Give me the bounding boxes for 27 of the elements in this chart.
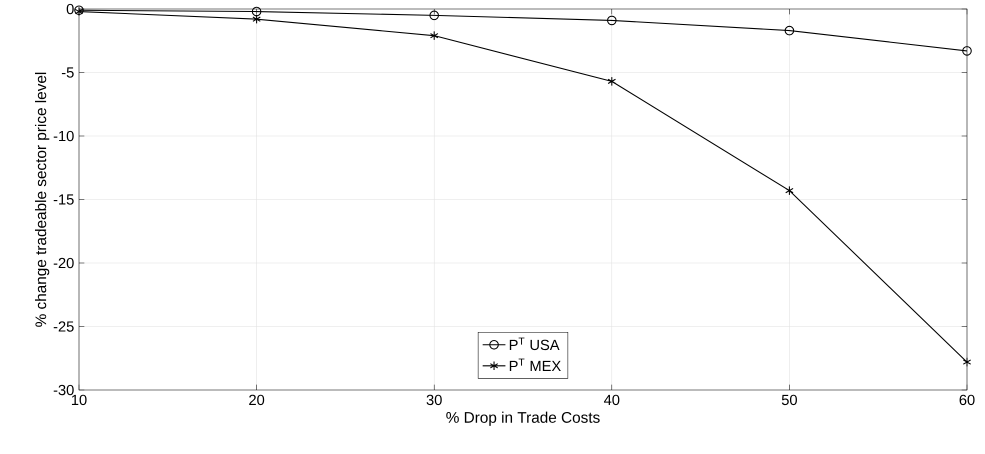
point [608,76,616,86]
x-tick-label: 20 [249,394,264,406]
y-tick-label: -30 [54,384,74,396]
y-tick-label: -25 [54,321,74,332]
x-axis-title: % Drop in Trade Costs [446,412,600,426]
point [607,16,617,26]
y-tick-label: -5 [62,67,74,78]
x-tick-label: 60 [960,394,975,406]
point [252,14,261,24]
point [962,46,972,56]
legend-label: P$^{T}$ MEX [510,358,561,371]
y-tick-label: -20 [54,258,74,268]
y-tick-label: -10 [54,130,74,142]
point [429,10,439,20]
x-tick-label: 40 [604,394,620,406]
legend-label: P$^{T}$ USA [510,338,560,350]
point [784,26,794,36]
point [430,30,438,40]
y-tick-label: 0 [66,4,74,14]
x-tick-label: 50 [782,394,797,406]
y-axis-title: % change tradeable sector price level [34,72,50,327]
y-tick-label: -15 [54,194,74,205]
point [252,6,262,16]
point [962,357,972,367]
x-tick-label: 10 [72,394,87,406]
x-tick-label: 30 [426,394,442,406]
point [785,186,794,196]
